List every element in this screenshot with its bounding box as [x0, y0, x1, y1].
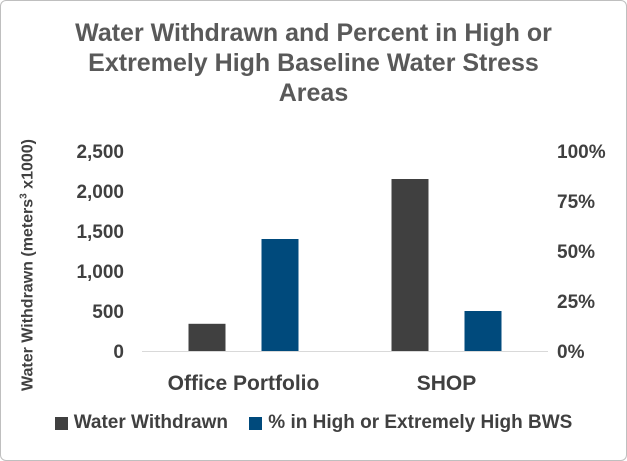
legend-item-bws-percent: % in High or Extremely High BWS — [249, 412, 572, 434]
chart-title-line: Water Withdrawn and Percent in High or — [75, 19, 552, 47]
y2-tick-label: 0% — [557, 342, 585, 363]
y-tick-label: 2,500 — [76, 142, 124, 163]
y-tick-label: 1,500 — [76, 222, 124, 243]
legend-swatch-bws-percent — [249, 416, 263, 430]
bar-0-0 — [188, 323, 226, 351]
x-category-label: SHOP — [417, 372, 477, 395]
chart-title: Water Withdrawn and Percent in High or E… — [0, 18, 627, 108]
chart-title-line: Extremely High Baseline Water Stress — [88, 49, 539, 77]
legend: Water Withdrawn % in High or Extremely H… — [0, 412, 627, 436]
y2-tick-label: 25% — [557, 292, 595, 313]
y2-tick-label: 50% — [557, 242, 595, 263]
bar-1-0 — [261, 239, 299, 351]
y-tick-label: 2,000 — [76, 182, 124, 203]
x-category-label: Office Portfolio — [168, 372, 320, 395]
chart-title-line: Areas — [278, 79, 349, 107]
y-tick-label: 500 — [92, 302, 124, 323]
legend-label-water-withdrawn: Water Withdrawn — [73, 412, 228, 433]
bar-1-1 — [464, 311, 502, 351]
legend-swatch-water-withdrawn — [54, 416, 68, 430]
y-tick-label: 1,000 — [76, 262, 124, 283]
y-tick-label: 0 — [113, 342, 124, 363]
bar-0-1 — [391, 179, 429, 351]
legend-label-bws-percent: % in High or Extremely High BWS — [268, 412, 573, 433]
y2-tick-label: 100% — [557, 142, 606, 163]
y2-tick-label: 75% — [557, 192, 595, 213]
legend-item-water-withdrawn: Water Withdrawn — [54, 412, 228, 434]
